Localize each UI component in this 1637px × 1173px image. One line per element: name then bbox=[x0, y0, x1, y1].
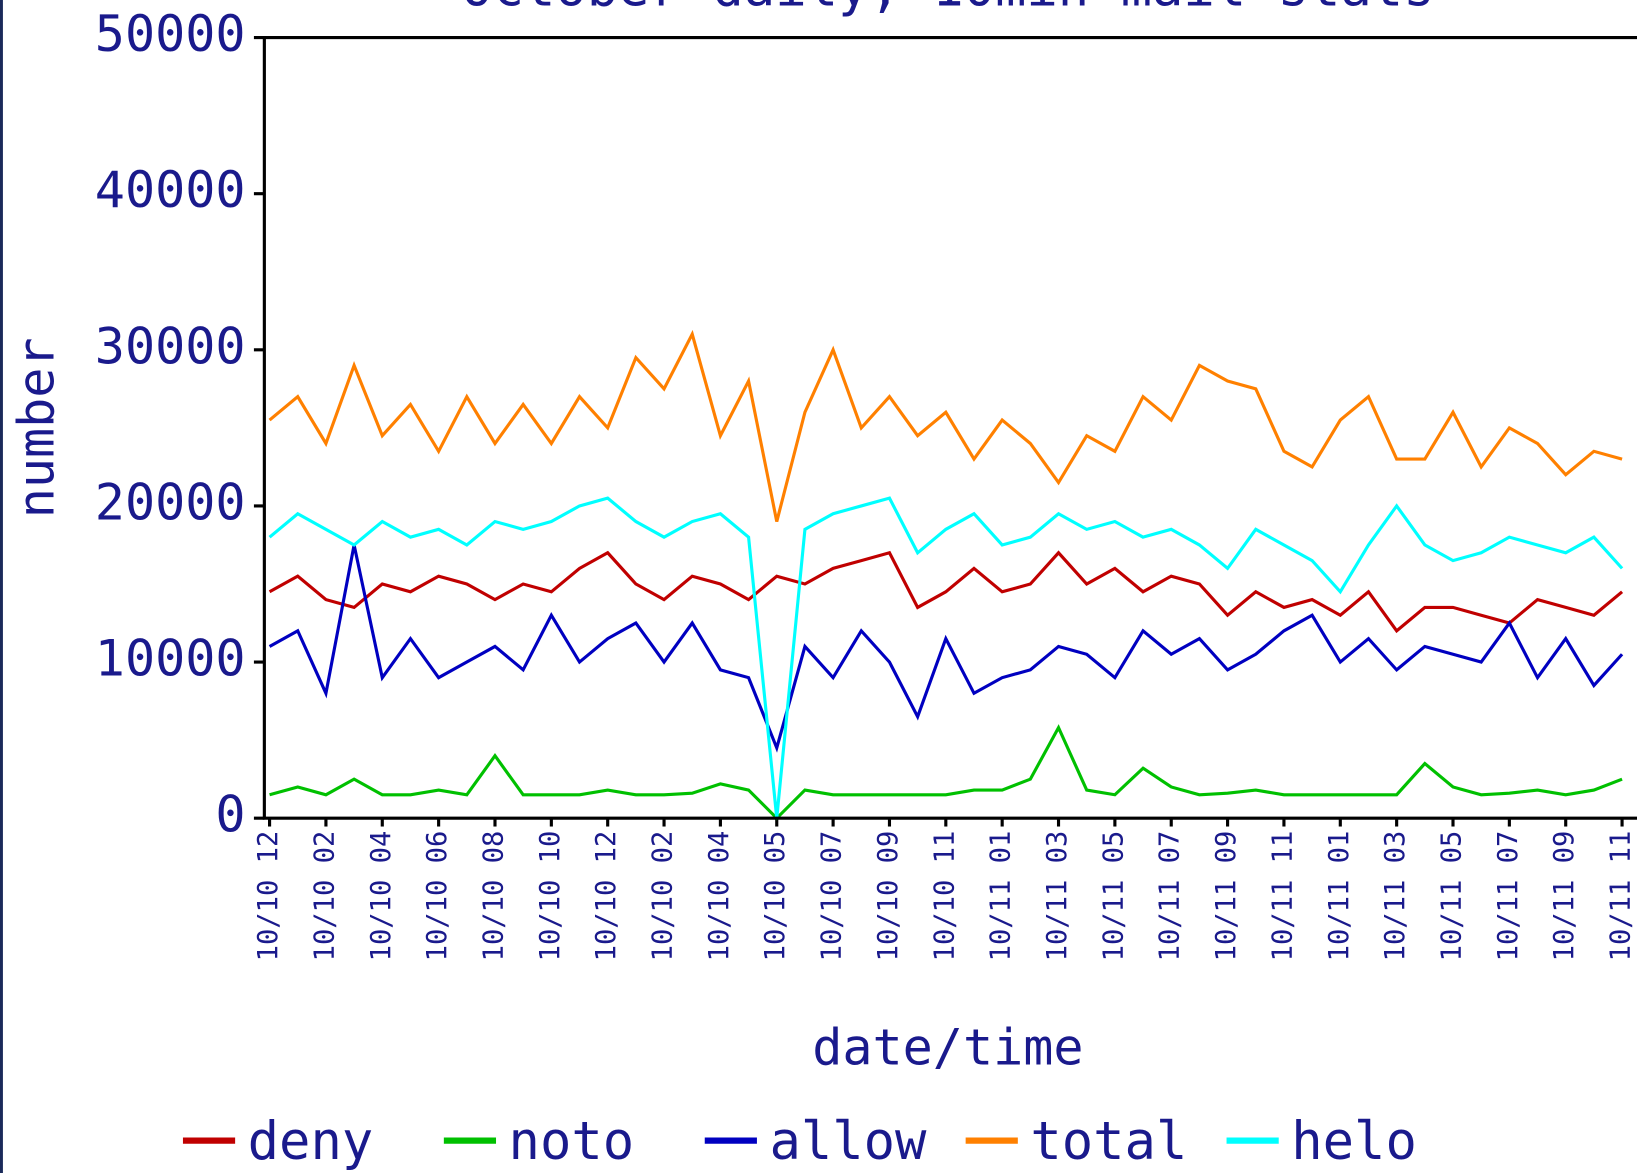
x-tick-label: 10/11 05 bbox=[1437, 831, 1468, 962]
x-tick-label: 10/11 07 bbox=[1155, 831, 1186, 962]
x-tick-label: 10/11 11 bbox=[1606, 831, 1637, 962]
series-line bbox=[268, 544, 1624, 753]
x-tick-label: 10/11 05 bbox=[1098, 831, 1129, 962]
x-tick-label: 10/10 02 bbox=[309, 831, 340, 962]
x-axis-label: date/time bbox=[812, 1018, 1083, 1076]
x-tick-label: 10/11 03 bbox=[1380, 831, 1411, 962]
legend-label: allow bbox=[769, 1112, 927, 1172]
legend-label: helo bbox=[1291, 1112, 1417, 1172]
x-tick-label: 10/10 10 bbox=[535, 831, 566, 962]
series-line bbox=[269, 724, 1623, 821]
y-tick-label: 50000 bbox=[95, 5, 246, 63]
x-tick-label: 10/11 01 bbox=[1324, 831, 1355, 962]
y-tick-label: 0 bbox=[215, 786, 245, 844]
x-tick-label: 10/11 11 bbox=[1267, 831, 1298, 962]
plot-frame bbox=[262, 36, 1637, 820]
y-tick-label: 40000 bbox=[95, 161, 246, 219]
x-tick-label: 10/10 06 bbox=[422, 831, 453, 962]
x-tick-label: 10/10 09 bbox=[873, 831, 904, 962]
x-tick-label: 10/10 12 bbox=[591, 831, 622, 962]
legend-label: noto bbox=[509, 1112, 635, 1172]
legend-label: total bbox=[1030, 1112, 1187, 1172]
x-tick-label: 10/10 12 bbox=[253, 831, 284, 962]
x-tick-label: 10/10 11 bbox=[929, 831, 960, 962]
y-axis-label: number bbox=[7, 337, 65, 518]
x-tick-label: 10/10 05 bbox=[760, 831, 791, 962]
x-tick-label: 10/11 09 bbox=[1211, 831, 1242, 962]
series-line bbox=[268, 550, 1624, 634]
x-tick-label: 10/11 07 bbox=[1493, 831, 1524, 962]
y-tick-label: 20000 bbox=[95, 473, 246, 531]
series-line bbox=[268, 496, 1624, 819]
y-tick-label: 10000 bbox=[95, 630, 246, 688]
chart-title: October daily, 10min mail stats bbox=[461, 0, 1434, 19]
plot-area bbox=[253, 36, 1624, 827]
x-tick-label: 10/10 04 bbox=[704, 831, 735, 962]
x-tick-label: 10/10 07 bbox=[817, 831, 848, 962]
x-tick-label: 10/10 08 bbox=[478, 831, 509, 962]
x-tick-label: 10/11 09 bbox=[1549, 831, 1580, 962]
legend: deny noto allow total helo bbox=[182, 1112, 1417, 1172]
series-line bbox=[268, 329, 1623, 522]
x-tick-label: 10/10 02 bbox=[648, 831, 679, 962]
x-tick-label: 10/11 03 bbox=[1042, 831, 1073, 962]
x-tick-label: 10/11 01 bbox=[986, 831, 1017, 962]
y-tick-label: 30000 bbox=[95, 317, 246, 375]
legend-label: deny bbox=[248, 1112, 374, 1172]
x-tick-label: 10/10 04 bbox=[366, 831, 397, 962]
